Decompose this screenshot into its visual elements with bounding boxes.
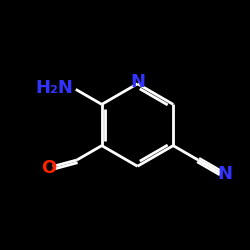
Text: O: O — [41, 159, 56, 177]
Text: H₂N: H₂N — [36, 79, 73, 97]
Text: N: N — [130, 73, 145, 91]
Text: N: N — [218, 166, 233, 184]
